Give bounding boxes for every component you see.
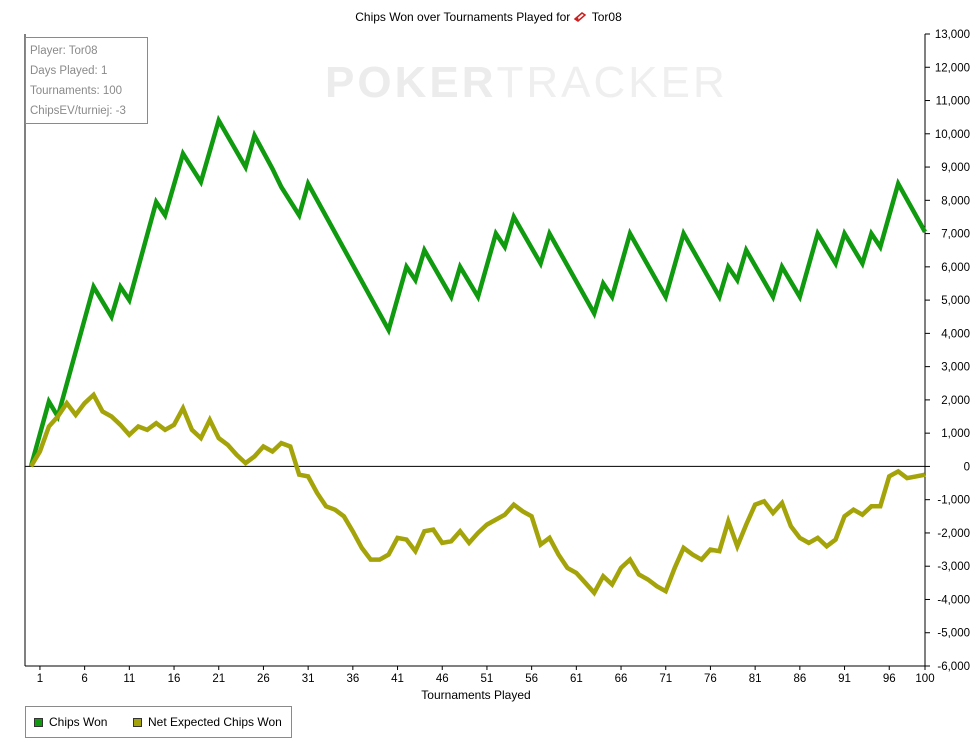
- x-tick-label: 56: [525, 673, 538, 685]
- y-tick-label: 6,000: [941, 262, 970, 274]
- x-tick-label: 36: [346, 673, 359, 685]
- x-tick-label: 21: [212, 673, 225, 685]
- y-tick-label: 3,000: [941, 362, 970, 374]
- legend-label-chips-won: Chips Won: [49, 715, 108, 729]
- legend-item-chips-won[interactable]: Chips Won: [34, 715, 107, 729]
- x-tick-label: 41: [391, 673, 404, 685]
- series-line-chips-won: [28, 114, 927, 467]
- y-tick-label: -1,000: [937, 495, 970, 507]
- x-tick-label: 81: [749, 673, 762, 685]
- x-tick-label: 1: [37, 673, 43, 685]
- x-tick-label: 11: [123, 673, 135, 685]
- x-tick-label: 46: [436, 673, 449, 685]
- y-tick-label: 10,000: [935, 129, 970, 141]
- poker-site-logo-icon: [573, 12, 586, 22]
- y-tick-label: 4,000: [941, 328, 970, 340]
- y-tick-label: -2,000: [937, 528, 970, 540]
- x-tick-label: 71: [659, 673, 672, 685]
- x-tick-label: 76: [704, 673, 717, 685]
- y-tick-label: 2,000: [941, 395, 970, 407]
- y-tick-label: 7,000: [941, 229, 970, 241]
- x-tick-label: 96: [883, 673, 896, 685]
- legend-item-net-expected[interactable]: Net Expected Chips Won: [133, 715, 282, 729]
- legend-label-net-expected: Net Expected Chips Won: [148, 715, 282, 729]
- stats-days-played: Days Played: 1: [30, 65, 108, 77]
- y-tick-label: 13,000: [935, 29, 970, 41]
- x-tick-label: 31: [302, 673, 315, 685]
- legend-swatch-net-expected: [133, 717, 142, 727]
- x-tick-label: 66: [615, 673, 628, 685]
- y-tick-label: -5,000: [937, 628, 970, 640]
- y-tick-label: -3,000: [937, 561, 970, 573]
- y-tick-label: -6,000: [937, 661, 970, 673]
- x-tick-label: 16: [168, 673, 181, 685]
- y-tick-label: 9,000: [941, 162, 970, 174]
- y-tick-label: 11,000: [936, 96, 970, 108]
- x-tick-label: 91: [838, 673, 851, 685]
- x-tick-label: 100: [915, 673, 934, 685]
- x-tick-label: 51: [481, 673, 494, 685]
- chart-title-text: Chips Won over Tournaments Played for: [355, 10, 571, 24]
- x-tick-label: 26: [257, 673, 270, 685]
- y-tick-label: 8,000: [941, 195, 970, 207]
- chart-title: Chips Won over Tournaments Played for To…: [0, 10, 977, 24]
- y-tick-label: 1,000: [941, 428, 970, 440]
- series-line-net-expected: [29, 391, 926, 597]
- player-stats-box: Player: Tor08 Days Played: 1 Tournaments…: [25, 37, 148, 124]
- legend-swatch-chips-won: [34, 717, 43, 727]
- y-tick-label: 12,000: [935, 62, 970, 74]
- x-tick-label: 6: [81, 673, 87, 685]
- y-tick-label: 5,000: [941, 295, 970, 307]
- stats-tournaments: Tournaments: 100: [30, 85, 123, 97]
- pokertracker-watermark: POKERTRACKER: [325, 58, 728, 107]
- y-tick-label: 0: [964, 461, 970, 473]
- x-axis-title: Tournaments Played: [421, 688, 531, 702]
- y-tick-label: -4,000: [937, 594, 970, 606]
- chart-legend: Chips Won Net Expected Chips Won: [25, 706, 292, 738]
- stats-chipsev: ChipsEV/turniej: -3: [30, 105, 126, 117]
- stats-player: Player: Tor08: [30, 45, 98, 57]
- chart-title-player: Tor08: [591, 10, 622, 24]
- x-tick-label: 86: [793, 673, 806, 685]
- x-tick-label: 61: [570, 673, 583, 685]
